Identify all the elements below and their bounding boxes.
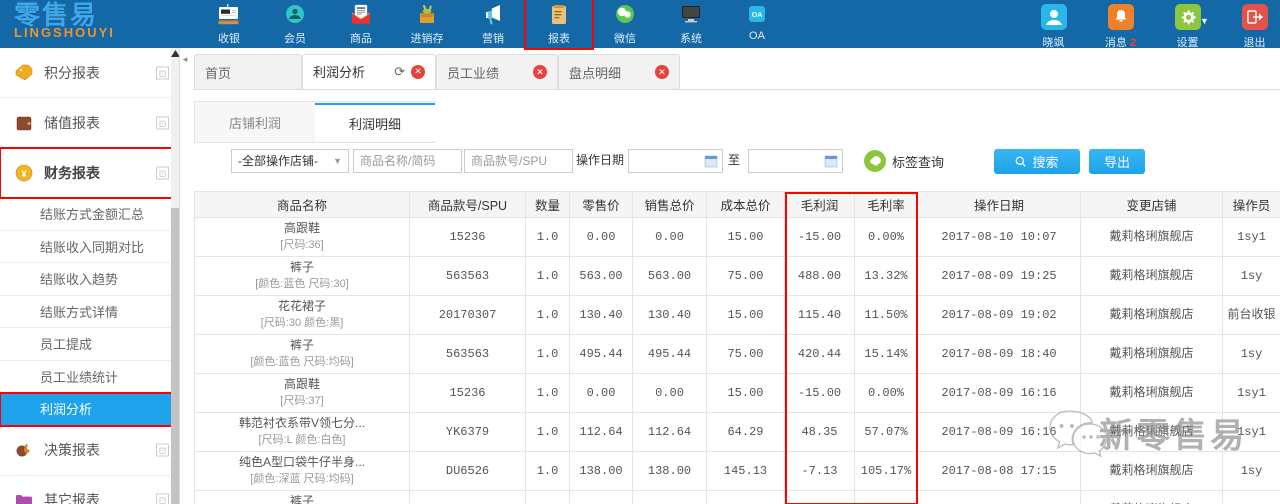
svg-text:OA: OA [752, 12, 763, 19]
svg-text:¥: ¥ [21, 169, 26, 179]
